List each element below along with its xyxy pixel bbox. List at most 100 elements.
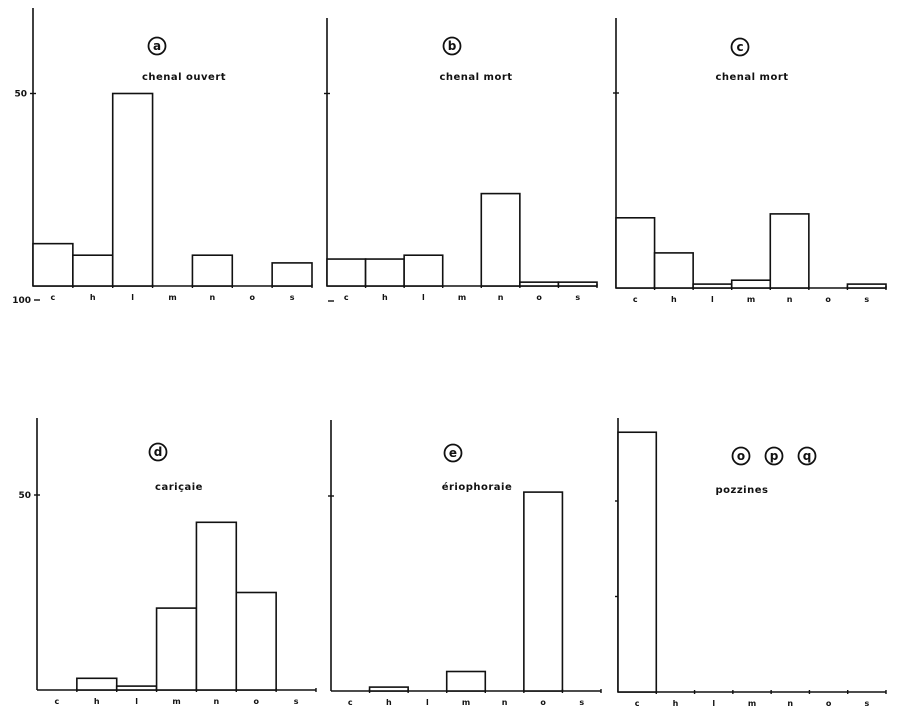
x-tick-label-c: c (51, 293, 56, 302)
x-tick-label-m: m (458, 293, 466, 302)
x-tick-label-l: l (426, 698, 429, 707)
x-tick-label-l: l (135, 697, 138, 706)
chart-panel-4: c h l m n o s e ériophoraie (328, 300, 602, 707)
bar-h (76, 677, 118, 691)
x-tick-label-l: l (712, 699, 715, 708)
x-tick-label-m: m (748, 699, 756, 708)
bar-s (846, 283, 887, 289)
x-tick-label-o: o (825, 295, 831, 304)
panel-title: chenal ouvert (142, 72, 226, 83)
bar-s (271, 262, 313, 287)
x-tick-label-s: s (864, 699, 869, 708)
x-tick-label-c: c (348, 698, 353, 707)
x-tick-label-h: h (673, 699, 679, 708)
x-tick-label-h: h (671, 295, 677, 304)
bar-m (155, 607, 198, 691)
panel-letter-circle (764, 446, 784, 466)
x-tick-label-h: h (94, 697, 100, 706)
panel-title: chenal mort (715, 72, 788, 83)
x-tick-label-m: m (168, 293, 176, 302)
y-tick-label: 100 (12, 296, 31, 306)
bar-l (111, 92, 154, 287)
x-tick-label-s: s (579, 698, 584, 707)
x-tick-label-h: h (90, 293, 96, 302)
bar-h (368, 686, 409, 692)
bar-c (617, 431, 658, 693)
x-tick-label-h: h (382, 293, 388, 302)
panel-title: ériophoraie (442, 481, 513, 493)
bar-h (653, 252, 694, 289)
x-tick-label-n: n (502, 698, 508, 707)
panel-letter-circle (442, 36, 462, 56)
x-tick-label-l: l (131, 293, 134, 302)
bar-h (72, 254, 114, 287)
bar-s (557, 281, 598, 287)
bar-l (115, 685, 158, 691)
x-tick-label-m: m (747, 295, 755, 304)
bar-n (480, 192, 521, 287)
bar-n (195, 521, 238, 691)
x-tick-label-o: o (826, 699, 832, 708)
bar-o (235, 591, 277, 691)
x-tick-label-c: c (55, 697, 60, 706)
y-tick-label: 50 (14, 90, 27, 100)
x-tick-label-c: c (635, 699, 640, 708)
bar-n (769, 213, 810, 289)
x-tick-label-m: m (172, 697, 180, 706)
panel-letter-circle (443, 443, 463, 463)
x-tick-label-l: l (422, 293, 425, 302)
x-tick-label-c: c (633, 295, 638, 304)
panel-letter: c (736, 40, 743, 54)
panel-title: pozzines (716, 485, 769, 496)
bar-c (32, 242, 74, 287)
bar-h (364, 258, 405, 287)
bar-m (445, 670, 487, 692)
x-tick-label-n: n (787, 295, 793, 304)
bar-c (326, 258, 367, 287)
panel-letter: b (448, 39, 457, 53)
panel-letter: a (153, 39, 161, 53)
x-tick-label-n: n (214, 697, 220, 706)
panel-letter-circle (148, 442, 168, 462)
x-tick-label-s: s (290, 293, 295, 302)
panel-title: cariçaie (155, 482, 203, 493)
panel-letter: p (770, 449, 779, 463)
panel-letter-circle (147, 36, 167, 56)
bar-m (730, 279, 772, 289)
x-tick-label-o: o (253, 697, 259, 706)
bar-n (191, 254, 234, 287)
bar-l (403, 254, 444, 287)
panel-letter-circle (731, 446, 751, 466)
x-tick-label-c: c (344, 293, 349, 302)
chart-panel-5: c h l m n o s o p q pozzines (615, 418, 887, 708)
panel-letter: d (154, 445, 163, 459)
panel-letter-circle (730, 37, 750, 57)
panel-title: chenal mort (439, 72, 512, 83)
chart-panel-1: c h l m n o s b chenal mort (324, 18, 598, 302)
panel-letter: e (449, 446, 457, 460)
x-tick-label-n: n (787, 699, 793, 708)
x-tick-label-l: l (711, 295, 714, 304)
x-tick-label-o: o (540, 698, 546, 707)
x-tick-label-n: n (498, 293, 504, 302)
bar-c (615, 217, 656, 289)
bar-o (519, 281, 560, 287)
x-tick-label-n: n (210, 293, 216, 302)
y-tick-label: 50 (18, 491, 31, 501)
panel-letter: q (803, 449, 812, 463)
panel-letter-circle (797, 446, 817, 466)
x-tick-label-o: o (249, 293, 255, 302)
chart-panel-3: 50 100 c h l m n o s d cariçaie (12, 296, 317, 706)
x-tick-label-h: h (386, 698, 392, 707)
x-tick-label-s: s (864, 295, 869, 304)
bar-o (523, 491, 564, 692)
x-tick-label-s: s (294, 697, 299, 706)
panel-letter: o (737, 449, 745, 463)
x-tick-label-s: s (575, 293, 580, 302)
chart-panel-0: 50100chlmnosachenal ouvert (14, 8, 313, 302)
x-tick-label-o: o (536, 293, 542, 302)
x-tick-label-m: m (462, 698, 470, 707)
chart-panel-2: c h l m n o s c chenal mort (613, 18, 887, 304)
bar-l (692, 283, 733, 289)
